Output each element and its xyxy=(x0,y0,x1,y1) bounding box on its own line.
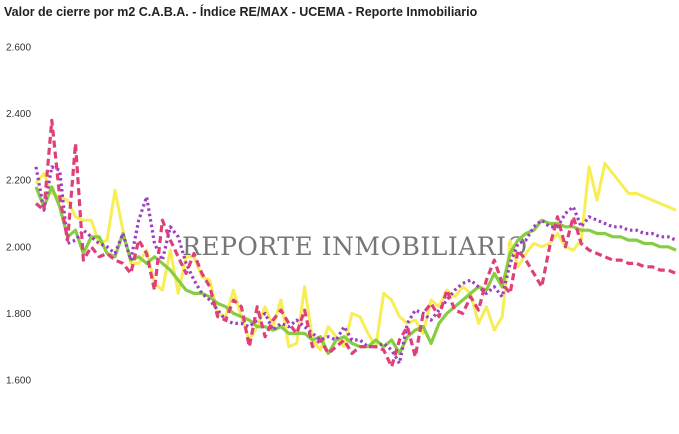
chart-title: Valor de cierre por m2 C.A.B.A. - Índice… xyxy=(4,5,478,19)
series-line-3 xyxy=(34,165,677,365)
y-tick-label: 1.800 xyxy=(6,309,31,320)
y-tick-label: 2.400 xyxy=(6,109,31,120)
watermark: REPORTE INMOBILIARIO xyxy=(182,232,527,261)
y-tick-label: 1.600 xyxy=(6,376,31,387)
y-tick-label: 2.600 xyxy=(6,43,31,54)
series-line-2 xyxy=(34,185,677,355)
series-lines xyxy=(34,118,677,369)
y-tick-label: 2.200 xyxy=(6,176,31,187)
y-axis: 1.600 1.800 2.000 2.200 2.400 2.600 xyxy=(6,43,31,387)
series-line-1 xyxy=(34,162,677,352)
series-line-4 xyxy=(34,118,677,369)
y-tick-label: 2.000 xyxy=(6,242,31,253)
